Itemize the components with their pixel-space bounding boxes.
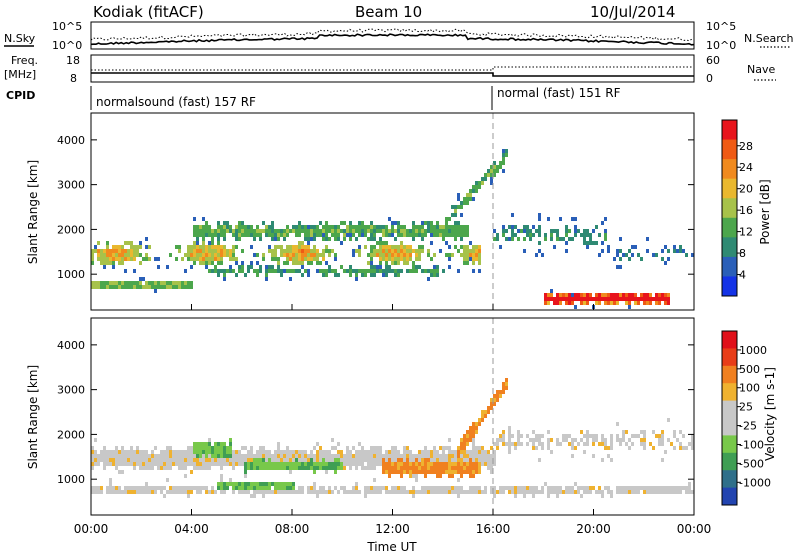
power-yaxis: 1000 2000 3000 4000 [57, 134, 694, 281]
colorbar-tick-0: 4 [739, 269, 746, 282]
nsearch-line [90, 28, 695, 42]
colorbar-tick-6: 28 [739, 140, 753, 153]
velocity-yaxis: 1000 2000 3000 4000 [57, 339, 694, 486]
colorbar-swatch [722, 159, 737, 180]
colorbar-swatch [722, 487, 737, 506]
nave-line [91, 66, 694, 71]
freq-trace [91, 66, 694, 77]
xtick-label-6: 00:00 [677, 522, 712, 536]
xlabel: Time UT [366, 540, 417, 554]
ytick-label-1: 2000 [57, 223, 85, 236]
ytick-label-2: 3000 [57, 179, 85, 192]
colorbar-tick-1: 500 [739, 363, 760, 376]
nave-tick-bottom: 0 [706, 72, 713, 85]
date-title: 10/Jul/2014 [590, 3, 675, 21]
nsky-line [90, 33, 695, 46]
colorbar-tick-5: -100 [739, 438, 764, 451]
freq-label-2: [MHz] [4, 68, 36, 81]
colorbar-tick-3: 16 [739, 204, 753, 217]
freq-line [91, 72, 694, 77]
ytick-label-1: 2000 [57, 428, 85, 441]
xtick-label-0: 00:00 [74, 522, 109, 536]
nave-tick-top: 60 [706, 54, 720, 67]
cpid-mode-1: normal (fast) 151 RF [497, 86, 621, 100]
colorbar-swatch [722, 178, 737, 199]
colorbar-swatch [722, 418, 737, 436]
xtick-label-2: 08:00 [275, 522, 310, 536]
velocity-colorbar-label: Velocity [m s-1] [763, 367, 777, 461]
colorbar-swatch [722, 400, 737, 419]
xtick-label-3: 12:00 [375, 522, 410, 536]
power-ylabel: Slant Range [km] [26, 160, 40, 264]
colorbar-swatch [722, 348, 737, 367]
colorbar-swatch [722, 276, 737, 297]
colorbar-swatch [722, 470, 737, 489]
colorbar-tick-2: 12 [739, 226, 753, 239]
time-axis: 00:00 04:00 08:00 12:00 16:00 20:00 00:00 [74, 304, 712, 536]
velocity-ylabel: Slant Range [km] [26, 365, 40, 469]
nsearch-tick-bottom: 10^0 [706, 39, 736, 52]
xtick-label-4: 16:00 [476, 522, 511, 536]
colorbar-tick-2: 100 [739, 382, 760, 395]
cpid-label: CPID [6, 89, 35, 102]
colorbar-tick-5: 24 [739, 161, 753, 174]
xtick-label-1: 04:00 [174, 522, 209, 536]
power-panel-frame [90, 112, 695, 311]
velocity-colorbar: 1000 500 100 25 -25 -100 -500 -1000 [721, 330, 771, 506]
xtick-label-5: 20:00 [576, 522, 611, 536]
nave-label: Nave [747, 63, 775, 76]
power-colorbar: 4 8 12 16 20 24 28 [721, 119, 753, 297]
nsearch-tick-top: 10^5 [706, 20, 736, 33]
colorbar-swatch [722, 198, 737, 219]
ytick-label-3: 4000 [57, 339, 85, 352]
nsky-tick-top: 10^5 [52, 20, 82, 33]
colorbar-tick-4: -25 [739, 420, 757, 433]
ytick-label-3: 4000 [57, 134, 85, 147]
freq-panel [90, 54, 695, 83]
colorbar-tick-3: 25 [739, 401, 753, 414]
colorbar-swatch [722, 383, 737, 402]
colorbar-swatch [722, 120, 737, 141]
station-title: Kodiak (fitACF) [93, 3, 204, 21]
colorbar-swatch [722, 237, 737, 258]
colorbar-tick-6: -500 [739, 457, 764, 470]
colorbar-swatch [722, 331, 737, 349]
ytick-label-2: 3000 [57, 384, 85, 397]
power-colorbar-label: Power [dB] [758, 179, 772, 244]
nsky-tick-bottom: 10^0 [52, 39, 82, 52]
colorbar-swatch [722, 256, 737, 277]
freq-tick-top: 18 [66, 54, 80, 67]
colorbar-tick-0: 1000 [739, 344, 767, 357]
colorbar-swatch [722, 139, 737, 160]
velocity-heatmap [91, 318, 694, 515]
nsky-trace [90, 28, 695, 46]
colorbar-swatch [722, 217, 737, 238]
nsky-label: N.Sky [4, 32, 36, 45]
colorbar-tick-1: 8 [739, 247, 746, 260]
colorbar-tick-7: -1000 [739, 476, 771, 489]
velocity-panel-frame [90, 317, 695, 516]
ytick-label-0: 1000 [57, 268, 85, 281]
power-heatmap [91, 113, 694, 310]
nsky-panel [90, 21, 695, 50]
colorbar-swatch [722, 435, 737, 454]
freq-label-1: Freq. [11, 54, 38, 67]
cpid-mode-0: normalsound (fast) 157 RF [96, 95, 256, 109]
colorbar-swatch [722, 365, 737, 384]
colorbar-tick-4: 20 [739, 183, 753, 196]
beam-title: Beam 10 [355, 3, 422, 21]
freq-tick-bottom: 8 [70, 72, 77, 85]
colorbar-swatch [722, 452, 737, 471]
nsearch-label: N.Search [744, 32, 794, 45]
ytick-label-0: 1000 [57, 473, 85, 486]
